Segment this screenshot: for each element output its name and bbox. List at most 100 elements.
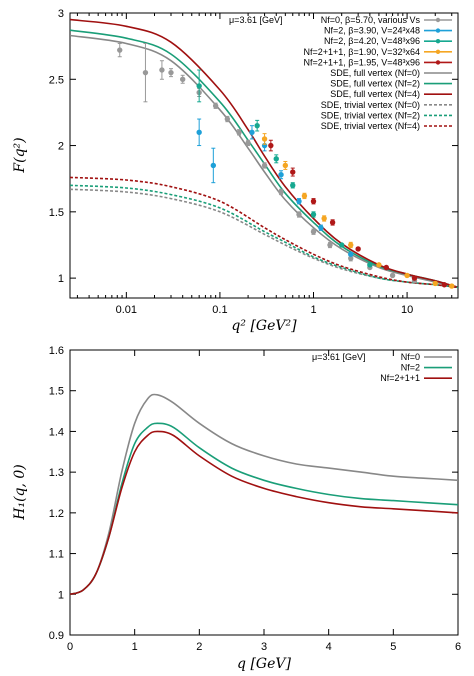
- legend-entry: SDE, full vertex (Nf=0): [330, 68, 420, 78]
- data-point: [261, 136, 268, 142]
- chart-bottom: 0 1 2 3 4 5 6 0.9 1 1.1 1.2 1.3 1.4 1.5 1.6 q [GeV] H₁…: [12, 345, 461, 672]
- legend-entry: Nf=2+1+1, β=1.90, V=32³x64: [303, 47, 420, 57]
- legend-marker: [435, 60, 441, 65]
- x-tick-label: 4: [326, 641, 332, 653]
- data-point: [348, 242, 354, 248]
- legend-entry: Nf=2, β=4.20, V=48³x96: [324, 36, 420, 46]
- data-point: [296, 198, 302, 204]
- x-tick-label: 6: [455, 641, 461, 653]
- series-line: [70, 430, 458, 596]
- data-point: [318, 225, 324, 231]
- x-tick-label: 1: [310, 304, 316, 316]
- data-point: [196, 83, 202, 89]
- data-point: [261, 162, 268, 169]
- series-group: [70, 393, 458, 596]
- plot-frame: [69, 12, 459, 299]
- legend-marker: [435, 17, 441, 23]
- annotation: μ=3.61 [GeV]: [312, 352, 365, 362]
- data-point: [179, 76, 186, 82]
- legend-entry: Nf=0: [401, 352, 420, 362]
- data-point: [168, 69, 174, 76]
- y-tick-label: 1.6: [49, 345, 64, 357]
- y-tick-label: 1.3: [49, 467, 64, 479]
- y-axis-label: H₁(q, 0): [12, 464, 28, 521]
- legend-entry: Nf=2+1+1: [380, 373, 420, 383]
- data-point: [301, 193, 308, 199]
- data-point: [117, 47, 123, 53]
- data-point: [278, 189, 284, 195]
- data-point: [327, 242, 333, 248]
- data-point: [310, 229, 317, 235]
- x-axis-label: q² [GeV²]: [231, 318, 297, 334]
- y-tick-label: 1.2: [49, 508, 64, 520]
- legend-entry: Nf=2+1+1, β=1.95, V=48³x96: [303, 57, 420, 67]
- data-point: [310, 211, 317, 218]
- data-point: [224, 116, 231, 122]
- data-point: [383, 264, 390, 271]
- data-point: [411, 275, 418, 281]
- data-point: [329, 219, 336, 226]
- data-point: [449, 283, 455, 289]
- x-tick-label: 2: [196, 641, 202, 653]
- data-point: [338, 242, 345, 248]
- x-tick-label: 10: [401, 304, 413, 316]
- data-point: [290, 169, 296, 175]
- y-tick-label: 1: [58, 589, 64, 601]
- lattice-group: [117, 42, 455, 289]
- data-point: [249, 129, 255, 136]
- x-tick-label: 5: [390, 641, 396, 653]
- data-point: [254, 122, 260, 129]
- data-point: [389, 272, 396, 279]
- data-point: [290, 182, 296, 189]
- x-tick-label: 0: [67, 641, 73, 653]
- y-tick-label: 3: [58, 8, 64, 20]
- plot-frame: [69, 349, 459, 636]
- legend-entry: Nf=0, β=5.70, various Vs: [321, 15, 421, 25]
- data-point: [321, 215, 327, 222]
- x-tick-label: 1: [132, 641, 138, 653]
- data-point: [348, 251, 354, 257]
- axis-ticks: 0 1 2 3 4 5 6 0.9 1 1.1 1.2 1.3 1.4 1.5 1.6: [49, 345, 461, 653]
- data-point: [404, 272, 410, 279]
- series-line: [70, 176, 458, 289]
- data-point: [376, 262, 382, 268]
- y-tick-label: 2: [58, 141, 64, 153]
- legend-marker: [435, 39, 441, 44]
- y-tick-label: 1.4: [49, 426, 64, 438]
- series-line: [70, 393, 458, 596]
- data-point: [282, 162, 289, 169]
- y-axis-label: F(q²): [12, 137, 28, 173]
- chart-top: 0.01 0.1 1 10 1 1.5 2 2.5 3 q² [GeV²] F(q²) μ=3.…: [12, 8, 459, 334]
- data-point: [355, 246, 361, 252]
- x-tick-label: 3: [261, 641, 267, 653]
- y-tick-label: 2.5: [49, 74, 64, 86]
- y-tick-label: 0.9: [49, 630, 64, 642]
- legend-entry: Nf=2, β=3.90, V=24³x48: [324, 26, 420, 36]
- legend-entry: SDE, trivial vertex (Nf=2): [321, 110, 420, 120]
- x-tick-label: 0.1: [212, 304, 227, 316]
- data-point: [159, 67, 165, 73]
- data-point: [268, 142, 274, 149]
- legend-entry: SDE, trivial vertex (Nf=4): [321, 121, 420, 131]
- data-point: [142, 69, 149, 76]
- data-point: [236, 129, 242, 136]
- y-tick-label: 1: [58, 273, 64, 285]
- y-tick-label: 1.1: [49, 549, 64, 561]
- data-point: [441, 282, 448, 288]
- legend-marker: [435, 49, 441, 54]
- data-point: [296, 211, 302, 218]
- legend-marker: [435, 28, 441, 33]
- data-point: [196, 129, 202, 136]
- data-point: [245, 140, 251, 146]
- y-tick-label: 1.5: [49, 386, 64, 398]
- legend-entry: SDE, trivial vertex (Nf=0): [321, 100, 420, 110]
- legend-entry: SDE, full vertex (Nf=2): [330, 79, 420, 89]
- axis-ticks: 0.01 0.1 1 10 1 1.5 2 2.5 3: [49, 8, 458, 316]
- data-point: [278, 172, 284, 178]
- y-tick-label: 1.5: [49, 207, 64, 219]
- data-point: [212, 103, 219, 109]
- data-point: [273, 156, 279, 162]
- legend: Nf=0Nf=2Nf=2+1+1: [380, 352, 452, 383]
